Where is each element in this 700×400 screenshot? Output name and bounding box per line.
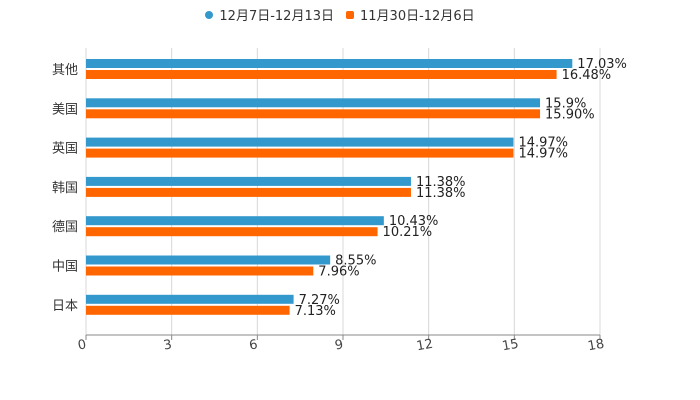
x-tick-label: 3 <box>162 337 173 353</box>
bar <box>86 59 573 68</box>
y-category-label: 英国 <box>52 142 78 157</box>
data-label: 11.38% <box>416 186 466 201</box>
bar <box>86 187 411 197</box>
data-label: 15.9% <box>545 96 586 111</box>
bar <box>86 70 557 79</box>
legend-marker-circle <box>205 10 214 19</box>
data-label: 10.21% <box>383 225 433 240</box>
bar <box>86 255 331 265</box>
bar <box>86 148 514 158</box>
data-label: 14.97% <box>518 147 568 162</box>
y-category-label: 其他 <box>52 63 78 78</box>
x-tick-label: 15 <box>501 337 520 355</box>
bar <box>86 294 294 304</box>
y-category-label: 韩国 <box>52 181 78 196</box>
legend-label: 12月7日-12月13日 <box>219 9 334 24</box>
bar <box>86 227 378 237</box>
y-category-label: 美国 <box>52 102 78 117</box>
data-label: 10.43% <box>389 214 439 229</box>
legend: 12月7日-12月13日 11月30日-12月6日 <box>0 5 700 24</box>
x-tick-label: 18 <box>587 337 606 355</box>
bar <box>86 137 514 147</box>
bar <box>86 98 541 108</box>
data-label: 7.13% <box>295 304 336 319</box>
bar <box>86 305 290 315</box>
bar <box>86 216 384 226</box>
data-label: 15.90% <box>545 107 595 122</box>
x-tick-label: 12 <box>415 337 434 355</box>
data-label: 8.55% <box>335 254 376 269</box>
legend-label: 11月30日-12月6日 <box>360 9 475 24</box>
data-label: 16.48% <box>562 68 612 83</box>
bar <box>86 109 541 119</box>
data-label: 7.27% <box>299 293 340 308</box>
x-tick-label: 6 <box>248 337 259 353</box>
y-category-label: 中国 <box>52 260 78 275</box>
legend-item-series-2[interactable]: 11月30日-12月6日 <box>346 5 475 24</box>
data-label: 7.96% <box>318 265 359 280</box>
data-label: 11.38% <box>416 175 466 190</box>
x-tick-label: 0 <box>77 337 88 353</box>
legend-marker-square <box>346 10 354 19</box>
bar <box>86 176 411 186</box>
y-category-label: 日本 <box>52 299 78 314</box>
data-label: 14.97% <box>518 136 568 151</box>
bar <box>86 266 314 276</box>
legend-item-series-1[interactable]: 12月7日-12月13日 <box>205 5 334 24</box>
y-category-label: 德国 <box>52 220 78 235</box>
x-tick-label: 9 <box>334 337 345 353</box>
data-label: 17.03% <box>577 57 627 72</box>
